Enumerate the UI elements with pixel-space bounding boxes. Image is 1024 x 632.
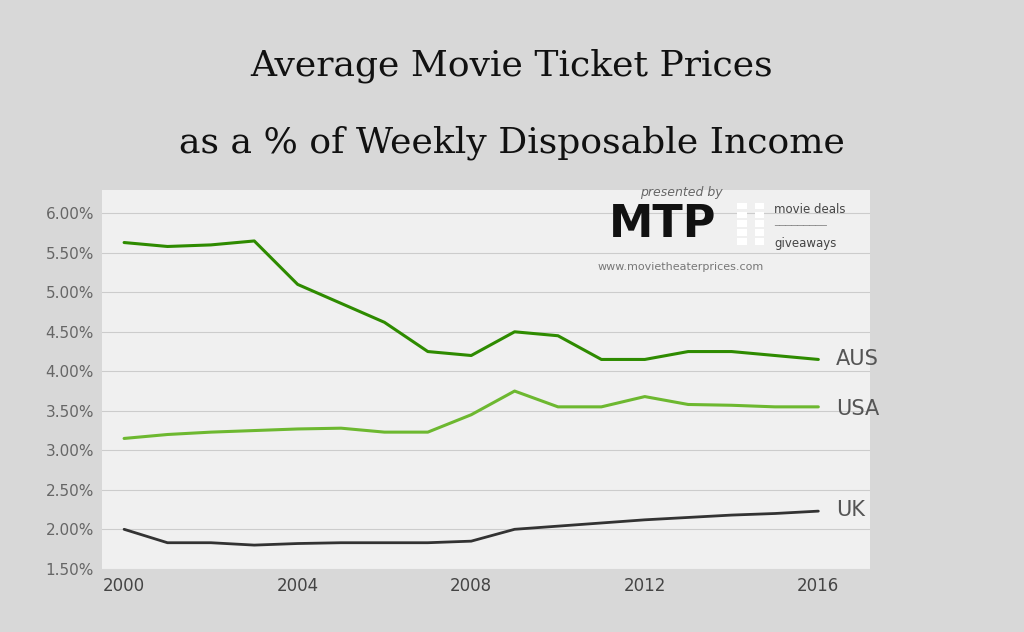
Text: www.movietheaterprices.com: www.movietheaterprices.com <box>598 262 764 272</box>
FancyBboxPatch shape <box>737 238 746 245</box>
FancyBboxPatch shape <box>737 229 746 236</box>
FancyBboxPatch shape <box>755 238 764 245</box>
FancyBboxPatch shape <box>755 221 764 227</box>
Text: ─────────: ───────── <box>774 221 827 231</box>
FancyBboxPatch shape <box>737 221 746 227</box>
Text: AUS: AUS <box>836 349 879 370</box>
Text: as a % of Weekly Disposable Income: as a % of Weekly Disposable Income <box>179 126 845 160</box>
FancyBboxPatch shape <box>755 203 764 209</box>
FancyBboxPatch shape <box>755 229 764 236</box>
Text: MTP: MTP <box>609 203 717 246</box>
Text: giveaways: giveaways <box>774 237 837 250</box>
Text: Average Movie Ticket Prices: Average Movie Ticket Prices <box>251 49 773 83</box>
Text: presented by: presented by <box>640 186 722 199</box>
Text: UK: UK <box>836 499 864 520</box>
Text: USA: USA <box>836 399 879 419</box>
FancyBboxPatch shape <box>737 212 746 218</box>
FancyBboxPatch shape <box>737 203 746 209</box>
FancyBboxPatch shape <box>755 212 764 218</box>
Text: movie deals: movie deals <box>774 203 846 216</box>
